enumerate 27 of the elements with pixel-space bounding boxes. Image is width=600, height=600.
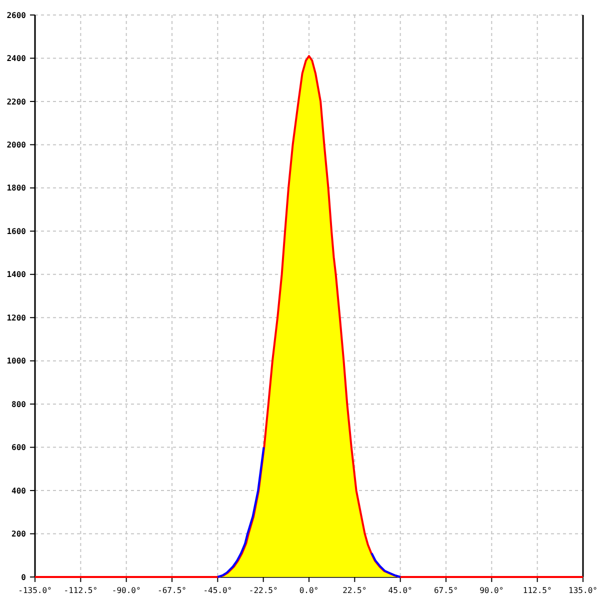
y-tick-label: 1400 [6, 270, 26, 280]
x-tick-label: -90.0° [112, 586, 141, 595]
x-tick-label: -45.0° [203, 586, 232, 595]
x-tick-label: 135.0° [568, 586, 598, 595]
x-tick-label: -135.0° [18, 586, 52, 595]
x-tick-label: -67.5° [158, 586, 186, 595]
y-tick-label: 2600 [6, 10, 26, 20]
y-tick-label: 400 [12, 486, 26, 496]
y-tick-label: 200 [12, 530, 26, 539]
x-tick-label: -22.5° [248, 586, 278, 595]
x-tick-label: 67.5° [434, 586, 458, 595]
y-tick-label: 2000 [6, 140, 26, 150]
x-tick-label: 45.0° [388, 586, 412, 595]
y-tick-label: 1000 [6, 356, 26, 366]
x-tick-label: -112.5° [64, 586, 98, 595]
y-tick-label: 2200 [6, 97, 26, 106]
x-tick-label: 22.5° [342, 586, 367, 595]
y-tick-label: 1800 [6, 184, 26, 193]
y-tick-label: 800 [12, 400, 26, 409]
y-tick-label: 0 [21, 572, 26, 582]
y-tick-label: 600 [12, 443, 26, 452]
x-tick-label: 112.5° [522, 586, 552, 595]
x-tick-label: 90.0° [480, 586, 504, 595]
y-tick-label: 2400 [6, 54, 26, 64]
y-tick-label: 1600 [6, 226, 26, 236]
x-tick-label: 0.0° [299, 586, 319, 595]
y-tick-label: 1200 [6, 313, 26, 322]
